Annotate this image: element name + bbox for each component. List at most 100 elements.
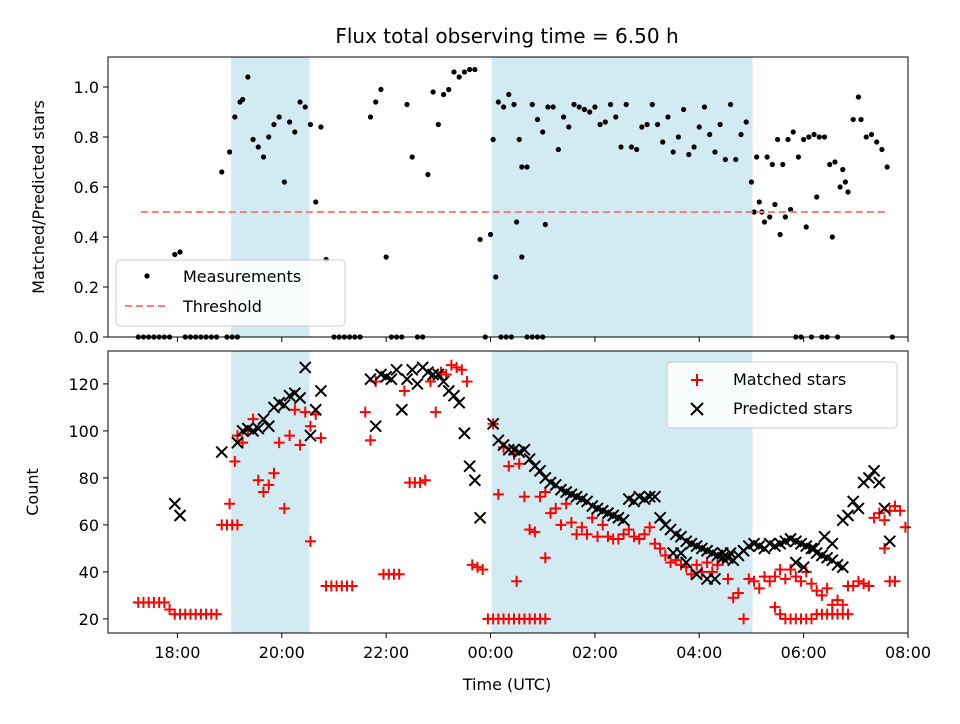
matched-star-point (785, 564, 797, 576)
matched-star-point (889, 500, 901, 512)
top-plot-frame (107, 56, 909, 338)
matched-star-point (398, 385, 410, 397)
measurement-point (602, 119, 608, 125)
matched-star-point (534, 491, 546, 503)
measurement-point (686, 151, 692, 158)
predicted-star-point (293, 391, 307, 405)
predicted-star-point (437, 375, 450, 388)
measurement-point (404, 101, 410, 108)
matched-star-point (665, 557, 677, 568)
predicted-star-point (643, 490, 656, 503)
matched-star-point (816, 589, 828, 601)
predicted-star-point (257, 412, 270, 426)
predicted-star-point (674, 546, 688, 560)
matched-star-point (832, 594, 844, 606)
measurement-point (814, 194, 820, 200)
measurement-point (691, 144, 697, 150)
matched-star-point (863, 580, 875, 592)
measurement-point (271, 121, 277, 128)
measurement-point (524, 164, 530, 170)
measurement-point (675, 134, 681, 140)
measurement-point (430, 89, 436, 95)
measurement-point (519, 254, 525, 260)
bottom-y-axis-label: Count (23, 468, 42, 516)
measurement-point (250, 136, 256, 143)
measurement-point (545, 104, 551, 110)
predicted-star-point (173, 509, 187, 522)
matched-star-point (576, 521, 588, 533)
matched-star-point (224, 498, 236, 510)
measurement-point (785, 136, 791, 143)
matched-star-point (790, 571, 802, 583)
measurement-point (607, 101, 614, 108)
measurement-point (660, 139, 666, 145)
measurement-point (477, 236, 483, 243)
y-tick-label: 0.8 (74, 128, 99, 147)
measurement-point (383, 254, 389, 260)
predicted-star-point (836, 560, 849, 574)
predicted-star-point (789, 556, 803, 569)
measurement-point (806, 134, 812, 140)
predicted-star-point (716, 551, 729, 565)
measurement-point (613, 114, 619, 120)
matched-star-point (691, 559, 703, 571)
measurement-point (302, 104, 308, 110)
matched-star-point (644, 521, 656, 533)
y-tick-label: 60 (79, 516, 99, 535)
measurement-point (435, 121, 441, 128)
matched-star-point (268, 467, 280, 479)
legend-matched-marker (691, 374, 703, 386)
measurement-point (644, 121, 650, 128)
measurement-point (816, 134, 822, 140)
matched-star-point (550, 502, 562, 514)
predicted-star-point (364, 372, 377, 386)
matched-star-point (158, 596, 170, 608)
matched-star-point (659, 549, 671, 561)
matched-star-point (805, 578, 817, 590)
measurement-point (868, 131, 875, 138)
matched-star-point (315, 432, 327, 444)
measurement-point (490, 136, 496, 143)
predicted-star-point (473, 511, 487, 525)
measurement-point (451, 69, 457, 75)
y-tick-label: 0.2 (74, 278, 99, 297)
matched-star-point (649, 538, 661, 550)
top-legend-box (115, 259, 346, 327)
matched-star-point (164, 604, 176, 615)
predicted-star-point (262, 419, 275, 433)
y-tick-label: 0.0 (74, 328, 99, 347)
measurement-point (772, 201, 778, 208)
measurement-point (281, 179, 287, 185)
predicted-star-point (690, 568, 703, 581)
measurement-point (707, 131, 713, 138)
matched-star-point (779, 573, 791, 585)
matched-star-point (299, 406, 311, 418)
measurement-point (712, 149, 718, 155)
matched-star-point (743, 573, 755, 585)
matched-star-point (273, 437, 285, 449)
measurement-point (717, 121, 723, 128)
predicted-star-point (231, 436, 244, 449)
bottom-shaded-regions (231, 351, 753, 633)
matched-star-point (451, 361, 463, 373)
matched-star-point (524, 524, 536, 536)
predicted-star-point (883, 535, 896, 548)
measurement-point (226, 149, 233, 155)
bottom-series (132, 359, 911, 625)
matched-star-point (237, 437, 249, 449)
matched-star-point (503, 460, 515, 472)
measurement-point (842, 179, 848, 185)
predicted-star-point (304, 429, 317, 442)
predicted-star-point (309, 403, 322, 416)
matched-star-point (346, 580, 358, 592)
measurement-point (832, 159, 838, 165)
matched-star-point (492, 488, 504, 500)
legend-predicted-label: Predicted stars (733, 399, 853, 418)
matched-star-point (430, 406, 442, 418)
measurement-point (472, 66, 478, 73)
matched-star-point (539, 552, 551, 564)
measurement-point (219, 169, 225, 175)
measurement-point (516, 136, 522, 143)
matched-star-point (685, 568, 697, 580)
measurement-point (519, 164, 525, 170)
